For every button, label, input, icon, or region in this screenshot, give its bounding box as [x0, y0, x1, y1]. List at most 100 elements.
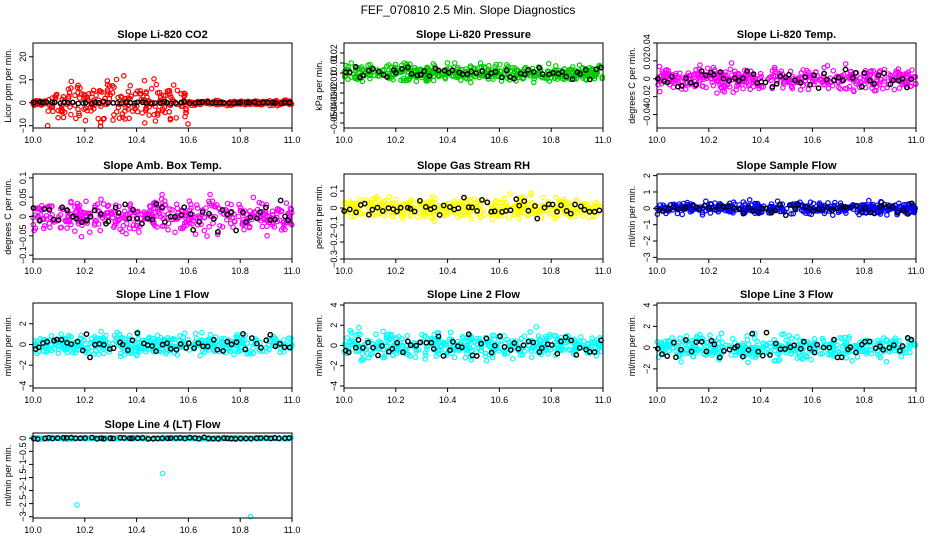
- data-point: [533, 324, 540, 330]
- selected-point: [449, 338, 456, 345]
- selected-point: [82, 99, 89, 106]
- data-point: [96, 88, 103, 94]
- selected-point: [550, 70, 557, 76]
- data-point: [211, 346, 218, 353]
- data-point: [507, 191, 513, 197]
- data-point: [241, 226, 247, 233]
- y-tick-label: −4: [18, 381, 28, 391]
- data-point: [800, 208, 807, 215]
- selected-point: [91, 207, 98, 214]
- data-point: [146, 210, 153, 217]
- x-tick-label: 10.4: [752, 395, 770, 405]
- data-point: [98, 328, 104, 335]
- data-point: [467, 79, 474, 86]
- data-point: [573, 196, 580, 203]
- selected-point: [596, 207, 603, 214]
- selected-point: [792, 77, 798, 84]
- y-tick-label: 0: [329, 205, 339, 210]
- data-point: [182, 113, 188, 120]
- data-point: [113, 76, 120, 83]
- data-point: [533, 70, 540, 76]
- selected-point: [58, 336, 65, 343]
- data-point: [780, 79, 787, 85]
- data-point: [151, 76, 157, 82]
- data-point: [477, 215, 484, 221]
- data-point: [348, 60, 355, 66]
- x-tick-label: 10.8: [231, 395, 249, 405]
- data-point: [126, 332, 133, 339]
- data-point: [493, 197, 500, 204]
- selected-point: [726, 78, 732, 84]
- selected-point: [430, 345, 437, 352]
- selected-point: [511, 340, 518, 346]
- selected-point: [422, 203, 429, 210]
- data-point: [884, 212, 890, 218]
- selected-point: [139, 99, 146, 106]
- x-tick-label: 10.6: [804, 135, 822, 145]
- data-point: [194, 205, 201, 212]
- selected-point: [688, 348, 695, 355]
- data-point: [435, 347, 442, 354]
- y-tick-label: −0.3: [329, 250, 339, 268]
- data-point: [180, 334, 187, 341]
- selected-point: [693, 339, 700, 345]
- selected-point: [819, 206, 826, 213]
- selected-point: [577, 203, 584, 210]
- data-point: [870, 68, 877, 74]
- data-point: [824, 63, 831, 69]
- x-tick-label: 10.4: [752, 135, 770, 145]
- data-point: [871, 88, 878, 94]
- selected-point: [497, 333, 503, 340]
- data-point: [74, 200, 81, 207]
- selected-point: [539, 345, 545, 351]
- data-point: [346, 197, 353, 204]
- data-point: [66, 89, 73, 96]
- selected-point: [277, 197, 284, 204]
- y-tick-label: 2: [642, 173, 652, 178]
- data-point: [744, 332, 751, 339]
- selected-point: [82, 435, 89, 441]
- data-point: [147, 337, 154, 344]
- selected-point: [717, 69, 724, 75]
- selected-point: [696, 205, 703, 212]
- data-point: [376, 338, 382, 345]
- selected-point: [276, 340, 283, 347]
- selected-point: [125, 347, 131, 353]
- selected-point: [706, 204, 713, 211]
- data-point: [31, 227, 37, 234]
- selected-point: [831, 336, 837, 343]
- selected-point: [786, 202, 793, 208]
- data-point: [283, 200, 290, 206]
- x-tick-label: 10.6: [804, 266, 822, 276]
- data-point: [267, 219, 273, 226]
- data-point: [907, 83, 914, 90]
- selected-point: [126, 435, 133, 442]
- data-points: [341, 60, 606, 86]
- panel-title: Slope Li-820 CO2: [117, 29, 207, 41]
- data-point: [845, 335, 852, 342]
- data-point: [673, 348, 679, 355]
- selected-point: [576, 344, 583, 351]
- selected-point: [823, 76, 830, 83]
- selected-point: [105, 100, 111, 106]
- selected-point: [665, 205, 672, 212]
- data-point: [246, 224, 253, 231]
- data-point: [663, 345, 670, 352]
- data-point: [554, 76, 561, 83]
- selected-point: [397, 204, 404, 211]
- data-point: [472, 73, 479, 80]
- data-point: [672, 77, 679, 83]
- selected-point: [664, 353, 671, 359]
- data-point: [518, 335, 525, 342]
- data-point: [562, 198, 569, 205]
- selected-point: [568, 337, 575, 344]
- data-point: [803, 354, 810, 360]
- data-point: [113, 109, 120, 115]
- data-point: [116, 203, 122, 210]
- data-point: [277, 349, 284, 356]
- selected-point: [80, 100, 86, 107]
- data-point: [73, 115, 79, 122]
- data-point: [58, 331, 65, 338]
